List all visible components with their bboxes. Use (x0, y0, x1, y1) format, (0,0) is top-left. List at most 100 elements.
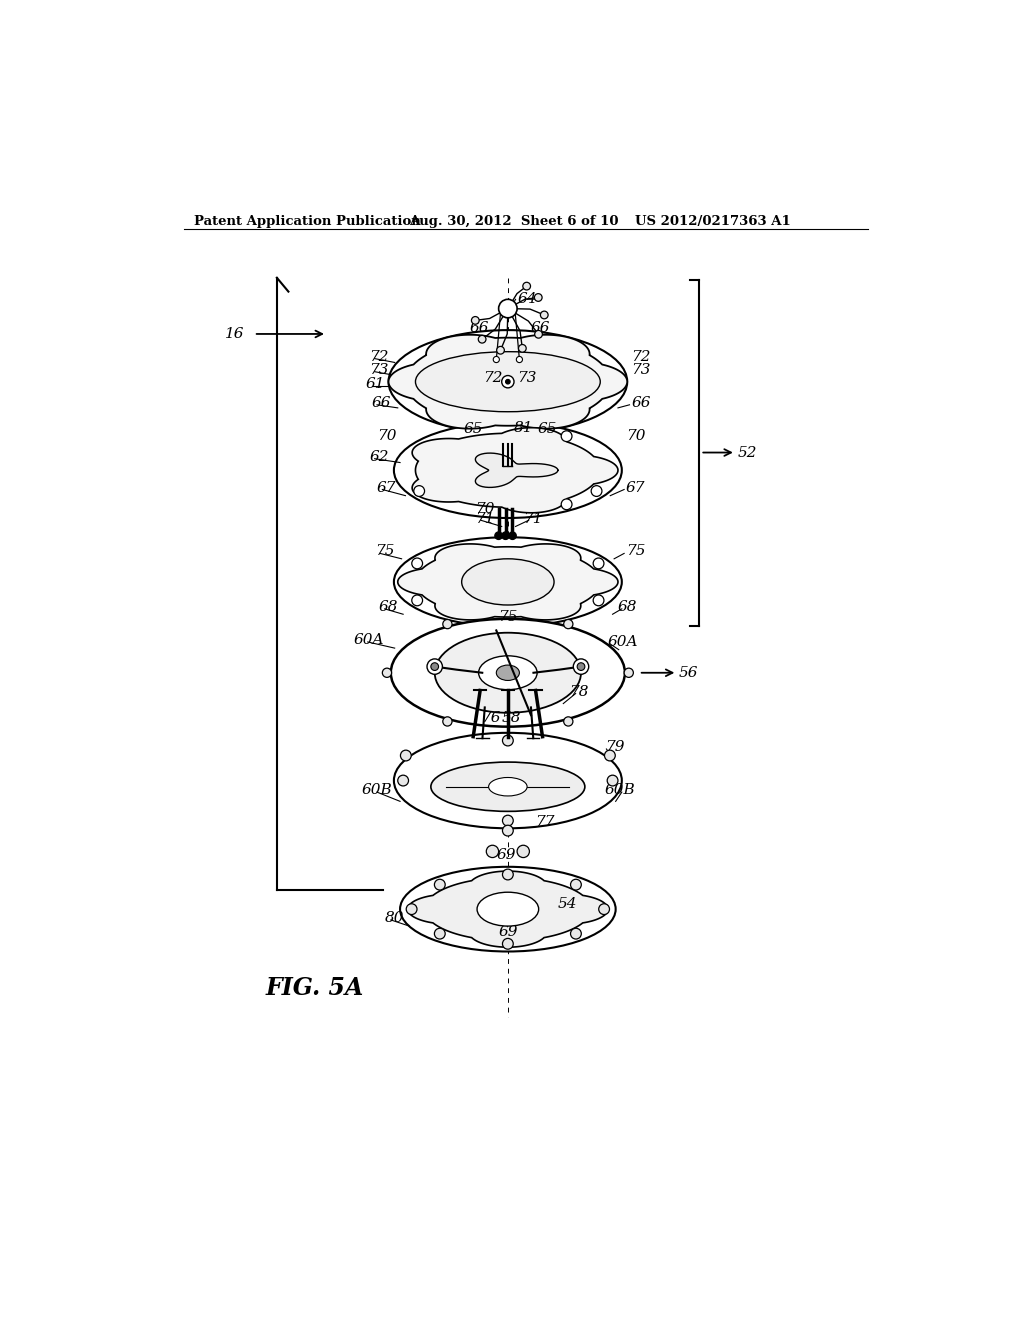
Circle shape (471, 317, 479, 325)
Circle shape (382, 668, 391, 677)
Circle shape (397, 775, 409, 785)
Polygon shape (397, 544, 617, 620)
Circle shape (563, 619, 572, 628)
Text: 69: 69 (499, 925, 518, 940)
Text: 67: 67 (626, 480, 645, 495)
Circle shape (516, 356, 522, 363)
Text: 66: 66 (372, 396, 391, 411)
Text: Patent Application Publication: Patent Application Publication (195, 215, 421, 228)
Ellipse shape (388, 330, 628, 433)
Text: 73: 73 (370, 363, 389, 378)
Text: 75: 75 (375, 544, 394, 558)
Text: 60B: 60B (605, 783, 636, 797)
Circle shape (412, 558, 423, 569)
Circle shape (570, 928, 582, 939)
Text: 64: 64 (517, 292, 537, 305)
Text: 75: 75 (499, 610, 518, 624)
Circle shape (509, 532, 516, 540)
Ellipse shape (394, 422, 622, 517)
Text: 60A: 60A (354, 632, 384, 647)
Ellipse shape (431, 762, 585, 812)
Text: 54: 54 (558, 896, 578, 911)
Circle shape (541, 312, 548, 319)
Circle shape (478, 335, 486, 343)
Text: 60B: 60B (361, 783, 392, 797)
Text: 70: 70 (626, 429, 645, 442)
Circle shape (499, 300, 517, 318)
Circle shape (434, 879, 445, 890)
Circle shape (407, 904, 417, 915)
Circle shape (506, 379, 510, 384)
Text: 66: 66 (631, 396, 650, 411)
Text: 60A: 60A (608, 635, 638, 649)
Text: 70: 70 (475, 502, 495, 516)
Text: US 2012/0217363 A1: US 2012/0217363 A1 (635, 215, 791, 228)
Polygon shape (412, 428, 617, 512)
Ellipse shape (497, 665, 519, 681)
Text: 80: 80 (385, 911, 404, 925)
Circle shape (503, 816, 513, 826)
Circle shape (578, 663, 585, 671)
Ellipse shape (462, 558, 554, 605)
Ellipse shape (400, 867, 615, 952)
Text: 56: 56 (679, 665, 698, 680)
Circle shape (503, 939, 513, 949)
Circle shape (518, 345, 526, 352)
Circle shape (502, 532, 509, 540)
Text: 72: 72 (370, 350, 389, 364)
Circle shape (607, 775, 617, 785)
Circle shape (535, 293, 542, 301)
Circle shape (535, 330, 543, 338)
Circle shape (427, 659, 442, 675)
Ellipse shape (478, 656, 538, 689)
Circle shape (573, 659, 589, 675)
Text: 81: 81 (514, 421, 534, 434)
Ellipse shape (477, 892, 539, 927)
Circle shape (400, 750, 412, 760)
Circle shape (604, 750, 615, 760)
Text: 68: 68 (617, 601, 638, 614)
Text: 71: 71 (475, 512, 495, 525)
Text: 58: 58 (502, 711, 521, 725)
Text: 66: 66 (531, 321, 551, 335)
Ellipse shape (391, 619, 625, 726)
Circle shape (561, 499, 572, 510)
Circle shape (503, 869, 513, 880)
Circle shape (625, 668, 634, 677)
Circle shape (563, 717, 572, 726)
Ellipse shape (416, 351, 600, 412)
Text: 72: 72 (631, 350, 650, 364)
Text: 65: 65 (463, 422, 482, 437)
Text: 69: 69 (497, 849, 516, 862)
Circle shape (561, 430, 572, 442)
Text: 61: 61 (366, 378, 385, 391)
Circle shape (414, 486, 425, 496)
Text: 65: 65 (538, 422, 557, 437)
Text: 75: 75 (626, 544, 645, 558)
Text: 78: 78 (569, 685, 589, 700)
Ellipse shape (394, 733, 622, 829)
Circle shape (517, 845, 529, 858)
Circle shape (431, 663, 438, 671)
Circle shape (434, 928, 445, 939)
Text: 76: 76 (481, 711, 501, 725)
Circle shape (591, 486, 602, 496)
Polygon shape (408, 871, 608, 948)
Text: 52: 52 (737, 446, 757, 459)
Text: 16: 16 (225, 327, 245, 341)
Circle shape (593, 595, 604, 606)
Circle shape (503, 735, 513, 746)
Polygon shape (475, 453, 558, 487)
Circle shape (494, 356, 500, 363)
Text: 73: 73 (517, 371, 537, 385)
Ellipse shape (435, 632, 581, 713)
Text: FIG. 5A: FIG. 5A (265, 977, 364, 1001)
Circle shape (412, 595, 423, 606)
Text: 62: 62 (370, 450, 389, 465)
Circle shape (497, 346, 505, 354)
Circle shape (523, 282, 530, 290)
Text: 71: 71 (523, 512, 543, 525)
Text: 74: 74 (497, 573, 516, 587)
Text: 72: 72 (483, 371, 503, 385)
Text: 68: 68 (379, 601, 398, 614)
